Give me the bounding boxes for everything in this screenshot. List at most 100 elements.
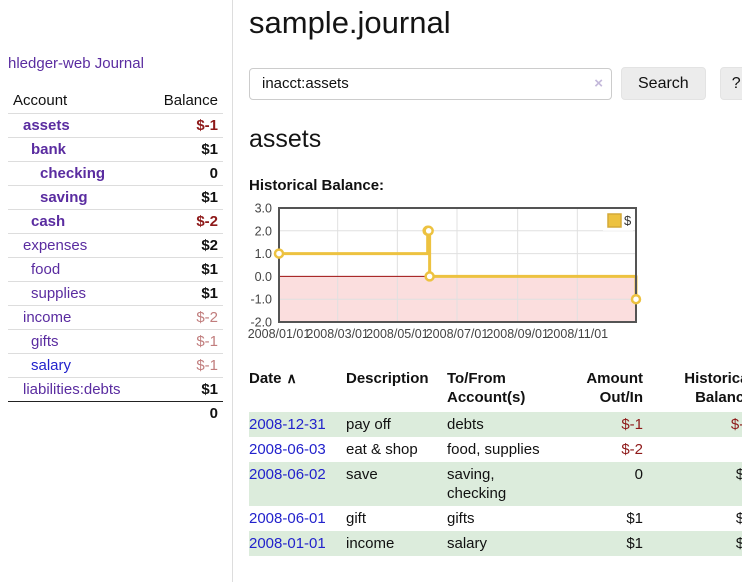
account-link[interactable]: food xyxy=(31,261,61,278)
register-row: 2008-06-01 gift gifts $1 $2 xyxy=(249,506,742,531)
chart-y-tick-label: 0.0 xyxy=(255,270,272,284)
chart-data-marker xyxy=(424,271,435,282)
transaction-description: pay off xyxy=(346,416,391,433)
account-row: checking 0 xyxy=(8,161,223,186)
accounts-header-account: Account xyxy=(13,92,68,109)
main-content: sample.journal × Search ? assets Histori… xyxy=(233,0,742,582)
chart-x-tick-label: 2008/07/01 xyxy=(426,327,489,341)
account-balance: $-1 xyxy=(196,333,218,350)
transaction-amount: 0 xyxy=(634,466,643,483)
accounts-total-value: 0 xyxy=(209,405,218,422)
transaction-date-link[interactable]: 2008-06-02 xyxy=(249,466,326,483)
register-column-header: Description xyxy=(346,370,429,387)
account-link[interactable]: expenses xyxy=(23,237,88,254)
register-row: 2008-06-02 save saving, checking 0 $2 xyxy=(249,462,742,506)
account-row: salary $-1 xyxy=(8,353,223,378)
account-row: income $-2 xyxy=(8,305,223,330)
account-balance: $1 xyxy=(201,141,218,158)
app-title-link[interactable]: hledger-web xyxy=(8,55,91,72)
account-link[interactable]: cash xyxy=(31,213,66,230)
account-balance: $1 xyxy=(201,285,218,302)
transaction-balance: 0 xyxy=(643,437,742,462)
register-column-header: Historical Balance xyxy=(684,370,742,406)
chart-title: Historical Balance: xyxy=(249,177,385,194)
chart-data-marker xyxy=(273,248,285,259)
sidebar-item-journal[interactable]: Journal xyxy=(94,55,144,72)
transaction-description: save xyxy=(346,466,378,483)
account-row: expenses $2 xyxy=(8,233,223,258)
transaction-date-link[interactable]: 2008-06-03 xyxy=(249,441,326,458)
account-balance: $1 xyxy=(201,261,218,278)
account-row: cash $-2 xyxy=(8,209,223,234)
account-link[interactable]: supplies xyxy=(31,285,87,302)
account-balance: $1 xyxy=(201,381,218,398)
account-link[interactable]: assets xyxy=(23,117,70,134)
account-link[interactable]: salary xyxy=(31,357,72,374)
transaction-balance: $2 xyxy=(735,510,742,527)
accounts-table: Account Balance assets $-1 bank $1 checking 0… xyxy=(8,89,223,425)
chart-x-tick-label: 2008/03/01 xyxy=(306,327,369,341)
transaction-accounts: salary xyxy=(447,535,488,552)
sidebar: hledger-web Journal Account Balance asse… xyxy=(0,0,233,582)
chart-legend-label: $ xyxy=(624,213,632,228)
register-column-header: To/From Account(s) xyxy=(447,370,526,406)
transaction-date-link[interactable]: 2008-01-01 xyxy=(249,535,326,552)
chart-x-tick-label: 2008/01/01 xyxy=(248,327,311,341)
account-link[interactable]: gifts xyxy=(31,333,59,350)
transaction-description: gift xyxy=(346,510,367,527)
chart-data-marker xyxy=(630,293,642,305)
transaction-amount: $1 xyxy=(626,510,643,527)
account-link[interactable]: bank xyxy=(31,141,67,158)
clear-search-icon[interactable]: × xyxy=(594,74,603,92)
accounts-total-row: 0 xyxy=(8,401,223,426)
account-link[interactable]: saving xyxy=(40,189,88,206)
account-row: liabilities:debts $1 xyxy=(8,377,223,402)
transaction-amount: $1 xyxy=(626,535,643,552)
historical-balance-chart: $3.0 2.0 1.0 0.0 -1.0 -2.0 2008/01/01 2008/03/0… xyxy=(248,202,742,349)
account-balance: $-1 xyxy=(196,117,218,134)
transaction-amount: $-1 xyxy=(621,416,643,433)
chart-data-marker xyxy=(423,225,434,237)
transaction-description: eat & shop xyxy=(346,441,418,458)
transaction-accounts: gifts xyxy=(447,510,475,527)
account-link[interactable]: checking xyxy=(40,165,106,182)
transaction-accounts: food, supplies xyxy=(447,441,540,458)
account-row: saving $1 xyxy=(8,185,223,210)
sort-asc-icon: ∧ xyxy=(286,370,297,386)
transaction-accounts: debts xyxy=(447,416,484,433)
account-link[interactable]: liabilities:debts xyxy=(23,381,121,398)
chart-y-tick-label: 2.0 xyxy=(255,224,272,238)
register-row: 2008-12-31 pay off debts $-1 $-1 xyxy=(249,412,742,437)
transaction-date-link[interactable]: 2008-06-01 xyxy=(249,510,326,527)
register-column-header[interactable]: Date ∧ xyxy=(249,370,297,387)
account-row: supplies $1 xyxy=(8,281,223,306)
transaction-balance: $-1 xyxy=(730,416,742,433)
search-input[interactable] xyxy=(249,67,612,100)
account-balance: $1 xyxy=(201,189,218,206)
help-button[interactable]: ? xyxy=(719,67,742,100)
register-row: 2008-01-01 income salary $1 $1 xyxy=(249,531,742,556)
account-row: assets $-1 xyxy=(8,113,223,138)
chart-x-tick-label: 2008/11/01 xyxy=(546,327,608,341)
account-row: gifts $-1 xyxy=(8,329,223,354)
transaction-accounts: saving, checking xyxy=(447,466,507,502)
account-link[interactable]: income xyxy=(23,309,72,326)
account-balance: $-2 xyxy=(196,213,218,230)
search-button[interactable]: Search xyxy=(621,67,706,100)
register-row: 2008-06-03 eat & shop food, supplies $-20 xyxy=(249,437,742,462)
chart-y-tick-label: 1.0 xyxy=(255,247,272,261)
chart-y-tick-label: 3.0 xyxy=(255,202,272,216)
account-row: bank $1 xyxy=(8,137,223,162)
chart-y-tick-label: -2.0 xyxy=(250,316,272,330)
accounts-header-balance: Balance xyxy=(163,92,218,109)
transaction-date-link[interactable]: 2008-12-31 xyxy=(249,416,326,433)
transaction-description: income xyxy=(346,535,395,552)
chart-y-tick-label: -1.0 xyxy=(250,293,272,307)
transaction-balance: $2 xyxy=(735,466,742,483)
transaction-balance: $1 xyxy=(735,535,742,552)
chart-x-tick-label: 2008/05/01 xyxy=(366,327,429,341)
account-balance: $-2 xyxy=(196,309,218,326)
register-table: Date ∧ Description To/From Account(s) Amount… xyxy=(249,367,742,556)
account-row: food $1 xyxy=(8,257,223,282)
account-balance: $-1 xyxy=(196,357,218,374)
